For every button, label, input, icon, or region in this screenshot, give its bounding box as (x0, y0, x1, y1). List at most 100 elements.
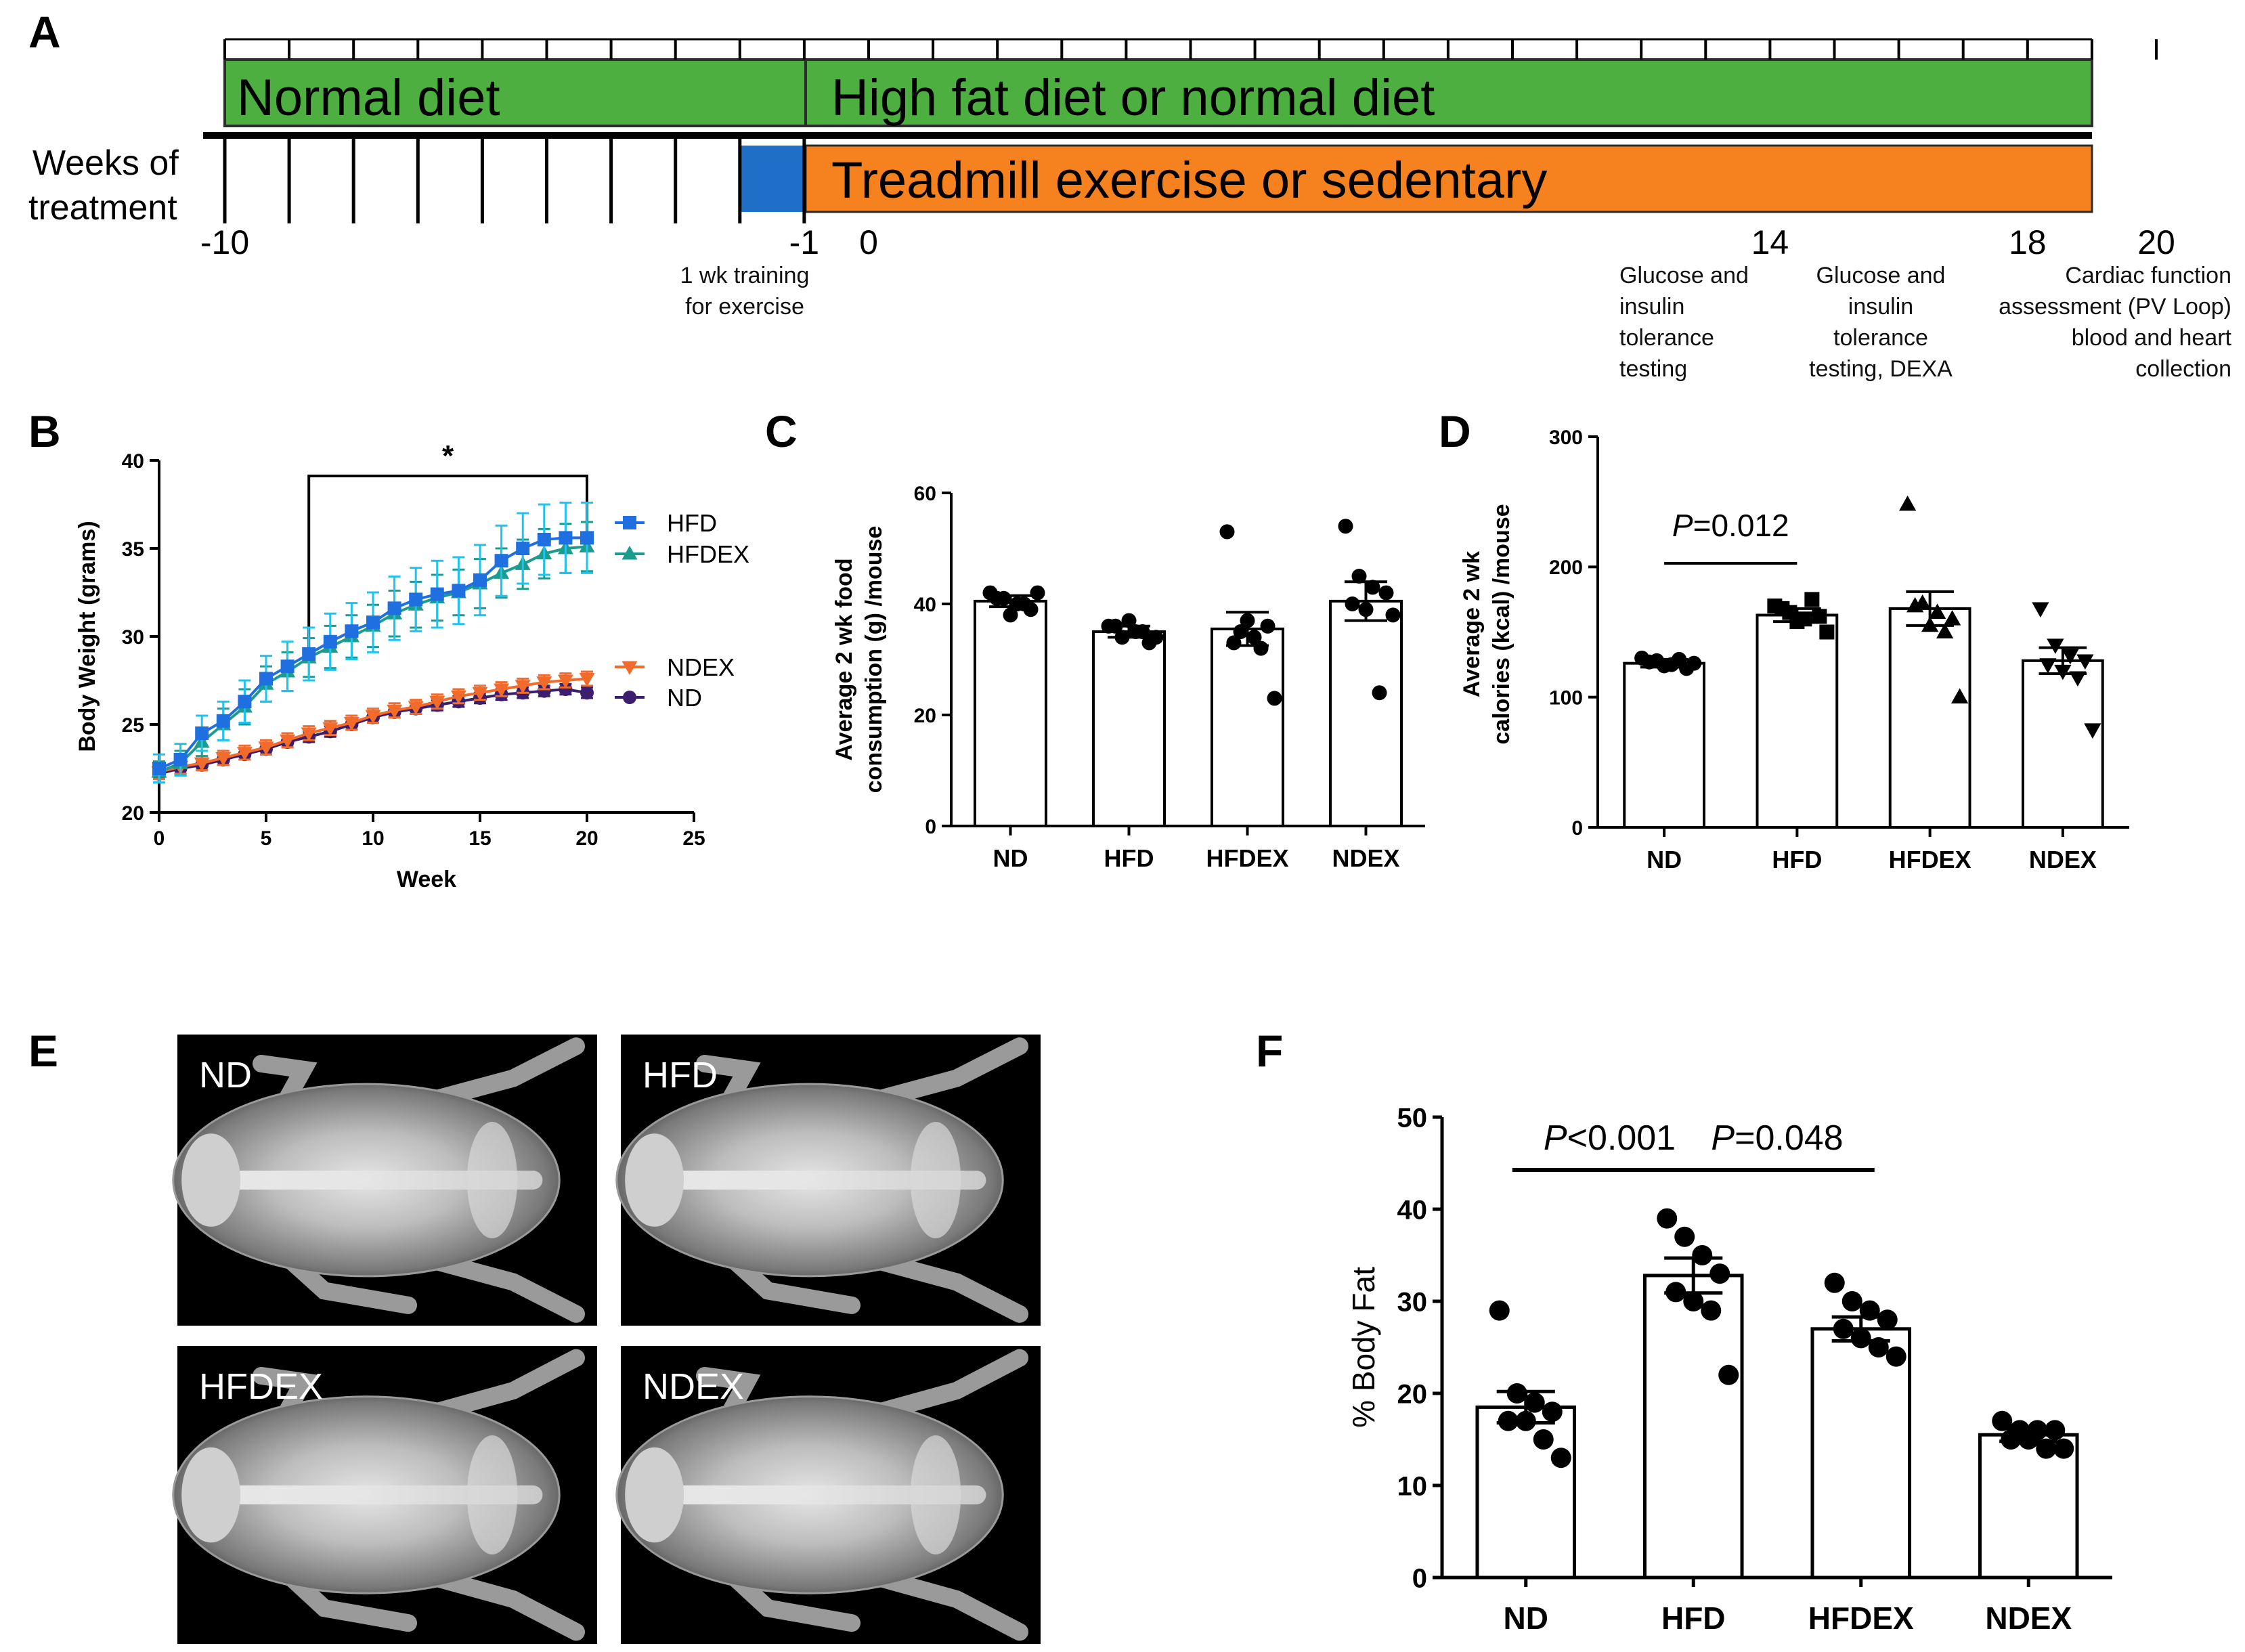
panel-f-category-NDEX: NDEX (1985, 1601, 2072, 1636)
panel-b-xtick-label: 20 (575, 827, 598, 850)
panel-f-bar-ND (1475, 1405, 1577, 1580)
panel-c-point-HFDEX (1267, 691, 1282, 706)
dexa-image-NDEX: NDEX (615, 1346, 1041, 1644)
panel-d-ytick-label: 300 (1549, 427, 1583, 449)
panel-b-ytick-label: 35 (122, 538, 144, 561)
note-w18: tolerance (1833, 325, 1928, 351)
panel-d-bar-HFD (1756, 613, 1839, 829)
panel-b-point-NDEX (280, 734, 296, 749)
dexa-spine (642, 1485, 986, 1504)
panel-b-point-HFD (366, 615, 380, 630)
panel-c-category-NDEX: NDEX (1332, 844, 1399, 872)
panel-b-legend-NDEX: NDEX (667, 653, 735, 681)
panel-c-point-ND (989, 590, 1005, 606)
panel-d-letter: D (1439, 406, 1471, 456)
panel-d-point-HFD (1819, 624, 1835, 640)
panel-b-point-HFD (452, 584, 466, 598)
panel-b-point-ND (580, 686, 594, 700)
panel-d-ylabel: calories (kcal) /mouse (1489, 504, 1514, 744)
treadmill-bar (804, 144, 2093, 213)
panel-f-point-HFDEX (1877, 1309, 1898, 1330)
panel-d-point-HFDEX (1906, 596, 1924, 613)
panel-d-pvalue: P=0.012 (1672, 508, 1789, 543)
panel-d-point-HFD (1804, 592, 1820, 607)
panel-d-bar-HFDEX (1888, 607, 1971, 829)
panel-c-bar-HFD (1092, 630, 1166, 827)
dexa-spine (198, 1485, 543, 1504)
panel-f-point-NDEX (2053, 1438, 2074, 1459)
dexa-hips (910, 1122, 961, 1238)
panel-b-point-NDEX (215, 752, 232, 766)
panel-f-bar-HFDEX (1810, 1327, 1912, 1580)
panel-c-point-HFDEX (1253, 640, 1269, 656)
dexa-spine (198, 1171, 543, 1190)
panel-c-point-HFDEX (1233, 624, 1248, 639)
dexa-limb (872, 1253, 1028, 1323)
panel-b-ytick-label: 20 (122, 802, 144, 825)
panel-f-ytick-label: 20 (1397, 1379, 1428, 1409)
panel-b-point-HFD (216, 714, 230, 728)
panel-c-point-ND (1003, 607, 1018, 623)
normal-diet-label: Normal diet (237, 69, 500, 127)
panel-d-point-NDEX (2032, 602, 2049, 618)
dexa-head (625, 1133, 684, 1227)
panel-b-point-NDEX (557, 674, 573, 689)
timeline-week-0: 0 (859, 223, 878, 261)
dexa-head (181, 1447, 240, 1543)
panel-b-star: * (442, 439, 454, 473)
panel-c-ytick-label: 40 (914, 594, 936, 616)
panel-f-pvalue: P=0.048 (1711, 1118, 1843, 1158)
dexa-spine (642, 1171, 986, 1190)
note-w14: Glucose and (1619, 263, 1749, 288)
panel-b-xtick-label: 15 (468, 827, 491, 850)
panel-b-point-HFD (259, 672, 273, 686)
panel-b-xtick-label: 5 (261, 827, 272, 850)
dexa-image-HFD: HFD (615, 1035, 1041, 1326)
panel-c-point-ND (1030, 585, 1045, 601)
note-w20: collection (2135, 356, 2231, 382)
panel-c-point-HFDEX (1226, 635, 1242, 651)
note-training: 1 wk training (680, 263, 810, 288)
timeline-notes: 1 wk training for exercise Glucose and insu… (680, 263, 2232, 382)
panel-c-point-HFDEX (1246, 630, 1262, 645)
panel-d-ytick-label: 0 (1571, 817, 1583, 840)
dexa-limb (429, 1569, 585, 1641)
note-w18: testing, DEXA (1809, 356, 1953, 382)
dexa-label-ND: ND (199, 1055, 252, 1095)
panel-b-legend-marker (622, 546, 638, 560)
panel-f-point-NDEX (1992, 1410, 2013, 1431)
panel-b-point-NDEX (494, 683, 510, 697)
panel-b-point-HFD (430, 587, 444, 601)
training-week-bar (741, 146, 806, 212)
timeline-week-18: 18 (2009, 223, 2047, 261)
panel-b-point-NDEX (429, 695, 445, 710)
panel-f-point-ND (1533, 1429, 1554, 1450)
timeline-week-20: 20 (2137, 223, 2175, 261)
panel-b-legend-HFD: HFD (667, 509, 717, 537)
timeline-week-14: 14 (1751, 223, 1789, 261)
panel-d-ytick-label: 200 (1549, 557, 1583, 579)
dexa-label-HFDEX: HFDEX (199, 1366, 323, 1407)
panel-b-point-HFD (580, 531, 594, 545)
panel-c-letter: C (765, 406, 798, 456)
panel-b-legend-marker (622, 661, 638, 675)
timeline-week-numbers: -10 -1 0 14 18 20 (200, 223, 2175, 261)
panel-d-point-NDEX (2062, 649, 2079, 665)
panel-b-legend-ND: ND (667, 684, 702, 712)
panel-d-ylabel: Average 2 wk (1459, 551, 1485, 697)
panel-b-point-HFD (537, 533, 551, 546)
note-w20: Cardiac function (2065, 263, 2231, 288)
panel-d-point-ND (1686, 655, 1702, 671)
treadmill-label: Treadmill exercise or sedentary (831, 152, 1547, 209)
panel-b-point-HFD (302, 647, 316, 661)
panel-b-ylabel: Body Weight (grams) (74, 521, 100, 752)
panel-c-ytick-label: 20 (914, 705, 936, 727)
panel-f-point-ND (1489, 1300, 1510, 1321)
panel-b-point-HFD (559, 531, 573, 545)
dexa-limb (429, 1037, 585, 1108)
panel-c-food-consumption-chart: 0 20 40 60 ND HFD HFDEX NDEX Average 2 wk food co… (831, 483, 1425, 872)
dexa-hips (910, 1435, 961, 1555)
panel-d-pvalue-italic: P (1672, 508, 1693, 543)
panel-f-category-HFDEX: HFDEX (1808, 1601, 1914, 1636)
